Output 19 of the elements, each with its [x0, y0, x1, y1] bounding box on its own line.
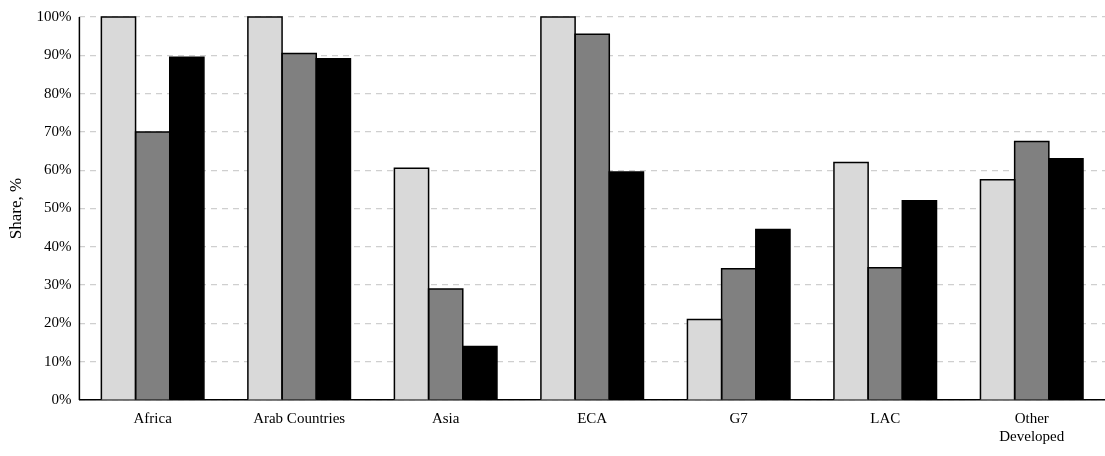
y-tick-label: 0% — [51, 390, 72, 407]
y-axis-title: Share, % — [5, 177, 25, 240]
y-tick-label: 10% — [43, 352, 72, 369]
x-tick-label: Arab Countries — [253, 409, 346, 426]
y-tick-label: 20% — [43, 314, 72, 331]
x-tick-label: LAC — [870, 409, 901, 426]
x-tick-label: Africa — [133, 409, 173, 426]
y-tick-label: 30% — [43, 276, 72, 293]
x-tick-label: ECA — [577, 409, 608, 426]
x-tick-label: Other Developed — [999, 409, 1065, 444]
y-tick-label: 70% — [43, 122, 72, 139]
x-tick-label: G7 — [729, 409, 749, 426]
y-tick-label: 80% — [43, 84, 72, 101]
y-tick-label: 40% — [43, 237, 72, 254]
y-tick-label: 60% — [43, 161, 72, 178]
y-tick-label: 100% — [36, 7, 72, 24]
y-tick-label: 90% — [43, 46, 72, 63]
y-tick-label: 50% — [43, 199, 72, 216]
x-tick-label: Asia — [431, 409, 460, 426]
